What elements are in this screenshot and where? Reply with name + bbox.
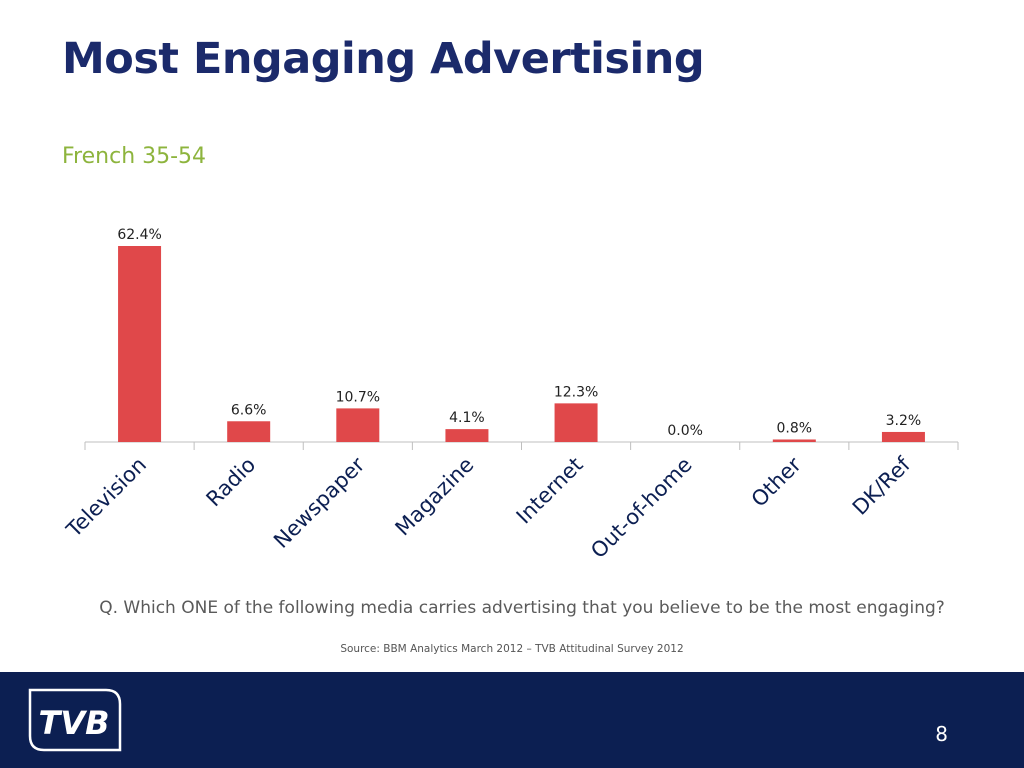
category-label: Internet: [512, 453, 588, 529]
footer-bar: TVB 8: [0, 672, 1024, 768]
tvb-logo-text: TVB: [39, 704, 110, 742]
bar-internet: [554, 403, 598, 442]
category-label: Radio: [202, 453, 261, 512]
data-label: 62.4%: [117, 227, 161, 243]
page-number: 8: [935, 722, 948, 746]
category-label: Television: [61, 453, 151, 543]
bar-dk-ref: [881, 431, 925, 442]
data-label: 0.8%: [777, 420, 813, 436]
category-label: Newspaper: [269, 452, 370, 553]
bar-chart: 62.4% 6.6% 10.7% 4.1% 12.3% 0.0% 0.8% 3.2% Tele…: [61, 227, 959, 563]
bar-newspaper: [336, 408, 380, 442]
data-label: 4.1%: [449, 410, 485, 426]
bar-television: [118, 246, 162, 442]
bar-magazine: [445, 429, 489, 442]
data-label: 10.7%: [336, 389, 380, 405]
category-label: Out-of-home: [586, 453, 696, 563]
category-label: Other: [747, 452, 806, 511]
slide-subtitle: French 35-54: [62, 144, 207, 169]
slide-title: Most Engaging Advertising: [62, 34, 705, 84]
bar-other: [772, 439, 816, 442]
data-label: 6.6%: [231, 402, 267, 418]
bar-radio: [227, 421, 271, 442]
category-label: Magazine: [391, 453, 479, 541]
data-label: 12.3%: [554, 384, 598, 400]
data-label: 3.2%: [886, 413, 922, 429]
category-label: DK/Ref: [848, 452, 916, 520]
data-label: 0.0%: [667, 423, 703, 439]
tvb-logo: TVB: [28, 688, 122, 752]
survey-question: Q. Which ONE of the following media carr…: [0, 598, 1024, 618]
survey-question-text: Q. Which ONE of the following media carr…: [99, 598, 945, 618]
source-note: Source: BBM Analytics March 2012 – TVB A…: [340, 643, 684, 655]
